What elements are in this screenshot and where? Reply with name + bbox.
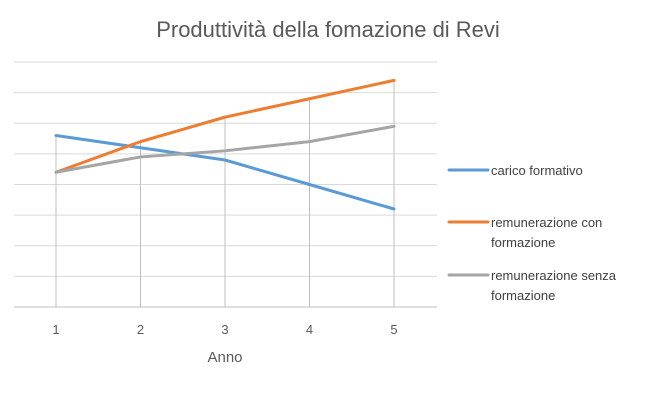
chart-title: Produttività della fomazione di Revi [156, 17, 500, 42]
legend-label: remunerazione con [491, 215, 602, 230]
vertical-drop-lines [55, 80, 395, 307]
x-tick-label: 1 [52, 322, 59, 337]
x-axis-title: Anno [207, 349, 242, 366]
x-tick-label: 3 [221, 322, 228, 337]
x-tick-label: 2 [137, 322, 144, 337]
legend: carico formativo remunerazione con formazi… [447, 163, 617, 303]
series-line [54, 134, 396, 211]
series-layer [54, 78, 396, 211]
legend-label: remunerazione senza [491, 268, 617, 283]
x-tick-labels: 1 2 3 4 5 [52, 322, 397, 337]
series-line [54, 124, 396, 174]
series-line [54, 78, 396, 174]
legend-label: formazione [491, 288, 555, 303]
x-tick-label: 5 [390, 322, 397, 337]
legend-label: formazione [491, 235, 555, 250]
legend-label: carico formativo [491, 163, 583, 178]
x-tick-label: 4 [306, 322, 313, 337]
